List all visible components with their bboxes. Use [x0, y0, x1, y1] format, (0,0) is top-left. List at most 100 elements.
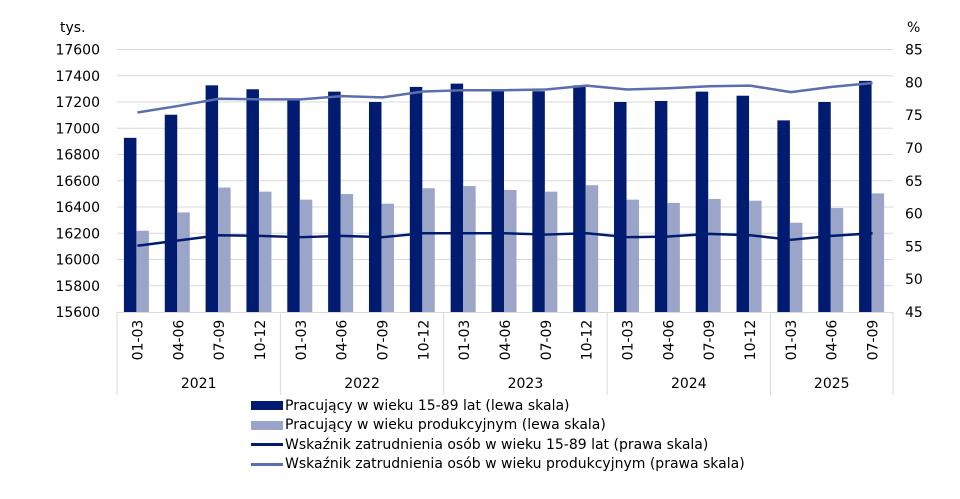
bar-15-89: [328, 91, 341, 312]
left-tick-label: 17200: [55, 95, 100, 111]
bar-produkcyjny: [177, 212, 190, 312]
left-tick-label: 16600: [55, 174, 100, 190]
category-label: 01-03: [784, 320, 800, 361]
right-axis-unit: %: [907, 20, 920, 36]
right-tick-label: 60: [905, 207, 923, 223]
legend-swatch-light-line: [251, 462, 283, 466]
bar-produkcyjny: [299, 199, 313, 312]
bar-15-89: [409, 86, 423, 312]
category-label: 04-06: [661, 320, 677, 361]
category-label: 10-12: [580, 320, 596, 361]
bar-produkcyjny: [626, 199, 640, 312]
category-label: 04-06: [335, 320, 351, 361]
bar-produkcyjny: [871, 193, 885, 312]
bar-produkcyjny: [258, 191, 272, 312]
bar-produkcyjny: [381, 203, 394, 312]
right-tick-label: 55: [905, 239, 923, 255]
bar-produkcyjny: [504, 189, 517, 312]
legend-swatch-dark-bar: [251, 401, 283, 411]
legend-label: Wskaźnik zatrudnienia osób w wieku 15-89…: [285, 436, 709, 453]
left-tick-label: 15600: [55, 305, 100, 321]
right-tick-label: 50: [905, 272, 923, 288]
left-tick-label: 15800: [55, 279, 100, 295]
right-tick-label: 65: [905, 174, 923, 190]
bar-15-89: [491, 91, 504, 312]
bar-produkcyjny: [830, 208, 844, 312]
left-tick-label: 16000: [55, 253, 100, 269]
bar-15-89: [450, 83, 464, 312]
bar-produkcyjny: [218, 187, 231, 312]
category-label: 07-09: [375, 320, 391, 361]
bar-15-89: [123, 137, 137, 312]
right-tick-label: 80: [905, 75, 923, 91]
left-tick-label: 16800: [55, 148, 100, 164]
category-label: 10-12: [743, 320, 759, 361]
legend-item-line-15-89: Wskaźnik zatrudnienia osób w wieku 15-89…: [251, 435, 745, 455]
category-label: 01-03: [294, 320, 310, 361]
category-label: 04-06: [498, 320, 514, 361]
line-15-89: [137, 232, 873, 247]
year-label: 2023: [508, 376, 544, 392]
right-tick-label: 85: [905, 43, 923, 59]
bar-15-89: [614, 102, 627, 312]
left-axis-unit: tys.: [60, 20, 86, 36]
bar-15-89: [287, 100, 300, 312]
year-label: 2025: [814, 376, 850, 392]
bar-15-89: [859, 80, 872, 313]
category-label: 01-03: [130, 320, 146, 361]
bar-15-89: [205, 85, 219, 312]
bar-15-89: [695, 91, 709, 312]
category-label: 07-09: [702, 320, 718, 361]
right-tick-label: 75: [905, 108, 923, 124]
left-tick-label: 17400: [55, 69, 100, 85]
category-label: 01-03: [621, 320, 637, 361]
bar-produkcyjny: [136, 230, 149, 312]
legend-label: Pracujący w wieku 15-89 lat (lewa skala): [285, 397, 570, 414]
bar-produkcyjny: [422, 188, 435, 312]
year-label: 2021: [181, 376, 217, 392]
right-tick-label: 45: [905, 305, 923, 321]
legend-item-line-produkcyjny: Wskaźnik zatrudnienia osób w wieku produ…: [251, 455, 745, 475]
category-label: 07-09: [866, 320, 882, 361]
bar-15-89: [736, 95, 750, 312]
year-label: 2022: [344, 376, 380, 392]
category-label: 01-03: [457, 320, 473, 361]
bar-produkcyjny: [667, 202, 680, 312]
bar-produkcyjny: [749, 200, 762, 312]
bar-produkcyjny: [708, 198, 721, 312]
category-label: 07-09: [212, 320, 228, 361]
legend-swatch-light-bar: [251, 420, 283, 430]
category-label: 04-06: [825, 320, 841, 361]
right-tick-label: 70: [905, 141, 923, 157]
bar-15-89: [532, 91, 545, 312]
category-label: 07-09: [539, 320, 555, 361]
bar-produkcyjny: [340, 194, 354, 312]
bar-15-89: [818, 102, 831, 312]
left-tick-label: 17000: [55, 121, 100, 137]
legend-swatch-dark-line: [251, 443, 283, 447]
bar-15-89: [246, 89, 259, 312]
bar-15-89: [654, 100, 668, 312]
bar-15-89: [573, 85, 586, 312]
left-tick-label: 16400: [55, 200, 100, 216]
bar-produkcyjny: [585, 185, 599, 312]
category-label: 10-12: [253, 320, 269, 361]
bar-produkcyjny: [463, 186, 476, 312]
line-produkcyjny: [137, 81, 873, 114]
left-tick-label: 17600: [55, 43, 100, 59]
bar-15-89: [368, 102, 382, 312]
bar-15-89: [164, 114, 178, 312]
legend-label: Wskaźnik zatrudnienia osób w wieku produ…: [285, 456, 745, 473]
category-label: 10-12: [416, 320, 432, 361]
legend-label: Pracujący w wieku produkcyjnym (lewa ska…: [285, 417, 606, 434]
category-label: 04-06: [171, 320, 187, 361]
bar-15-89: [777, 120, 790, 312]
legend: Pracujący w wieku 15-89 lat (lewa skala)…: [251, 396, 745, 474]
year-label: 2024: [671, 376, 707, 392]
legend-item-bar-produkcyjny: Pracujący w wieku produkcyjnym (lewa ska…: [251, 416, 745, 436]
left-tick-label: 16200: [55, 226, 100, 242]
bar-produkcyjny: [544, 191, 558, 312]
bar-produkcyjny: [789, 222, 803, 312]
legend-item-bar-15-89: Pracujący w wieku 15-89 lat (lewa skala): [251, 396, 745, 416]
